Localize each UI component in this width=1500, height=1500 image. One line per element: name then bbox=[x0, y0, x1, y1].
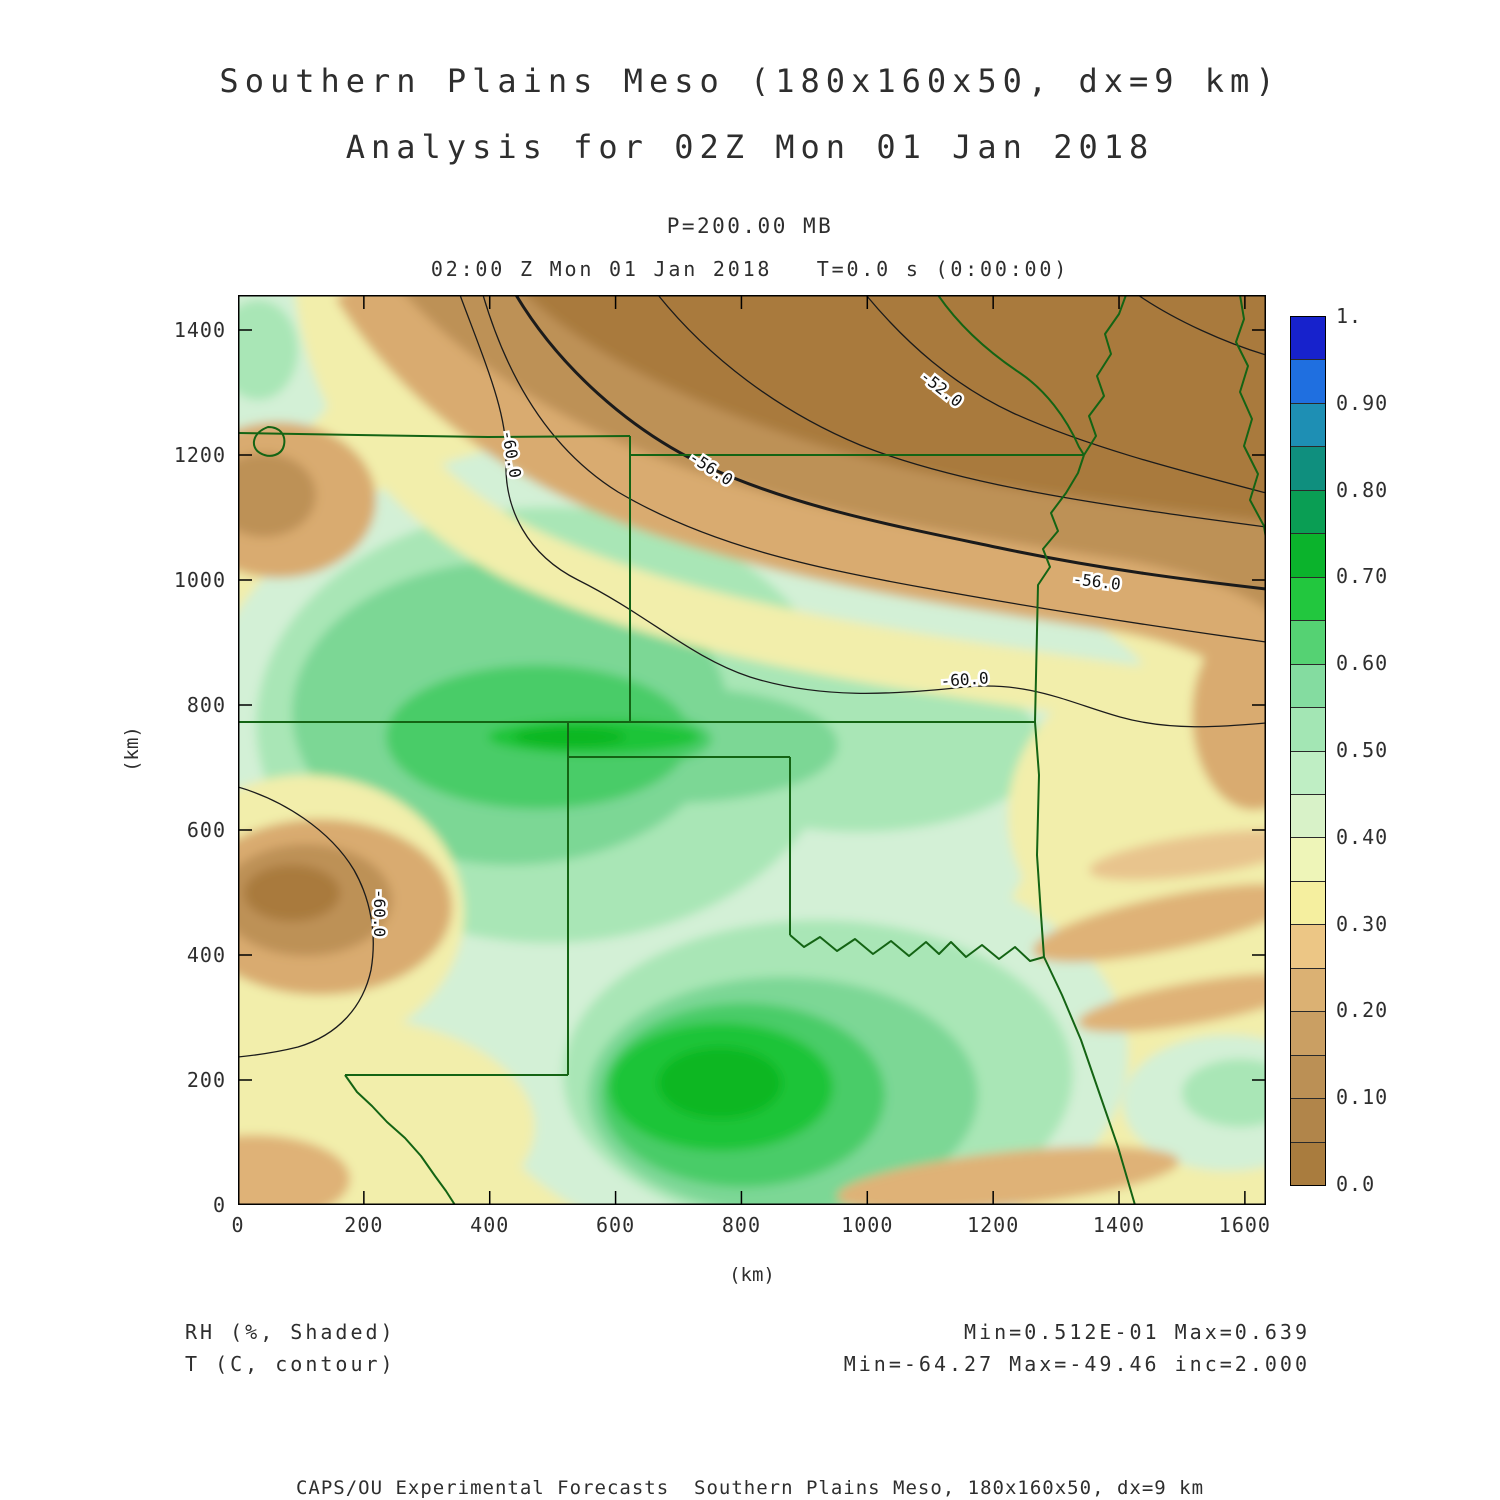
contour-minus54 bbox=[657, 295, 1266, 528]
y-tick-label: 1000 bbox=[173, 568, 226, 592]
colorbar bbox=[1290, 316, 1326, 1186]
y-tick-label: 600 bbox=[186, 818, 226, 842]
map-canvas: -52.0 -56.0 -56.0 -60.0 -60.0 -60.0 bbox=[238, 295, 1266, 1205]
shaded-field-label: RH (%, Shaded) bbox=[185, 1320, 396, 1344]
colorbar-segment bbox=[1291, 1054, 1325, 1099]
x-tick-label: 1400 bbox=[1092, 1213, 1146, 1237]
contour-minus56-bold bbox=[514, 295, 1266, 591]
colorbar-segment bbox=[1291, 533, 1325, 577]
border-rio-grande bbox=[344, 1074, 456, 1205]
border-platte-river bbox=[937, 295, 1085, 456]
border-river-northeast-edge bbox=[1235, 295, 1266, 540]
colorbar-tick-label: 0.10 bbox=[1336, 1085, 1389, 1110]
colorbar-tick-label: 0.80 bbox=[1336, 477, 1389, 502]
colorbar-segment bbox=[1291, 489, 1325, 534]
border-oklahoma-arkansas-texas-east bbox=[1034, 721, 1136, 1205]
plot-border bbox=[238, 295, 1266, 1205]
border-kansas-missouri bbox=[1034, 454, 1085, 723]
contour-minus60-loop bbox=[238, 786, 374, 1058]
contour-minus58 bbox=[482, 295, 1266, 643]
contour-stats: Min=-64.27 Max=-49.46 inc=2.000 bbox=[843, 1352, 1310, 1376]
bottom-caption: CAPS/OU Experimental Forecasts Southern … bbox=[295, 1477, 1205, 1499]
y-tick-label: 0 bbox=[212, 1193, 226, 1217]
colorbar-tick-label: 0.40 bbox=[1336, 824, 1389, 849]
y-tick-label: 200 bbox=[186, 1068, 226, 1092]
colorbar-segment bbox=[1291, 967, 1325, 1012]
colorbar-segment bbox=[1291, 924, 1325, 968]
contour-field-label: T (C, contour) bbox=[185, 1352, 396, 1376]
contour-minus50 bbox=[1137, 295, 1266, 356]
y-axis-label: (km) bbox=[121, 726, 143, 772]
colorbar-segment bbox=[1291, 402, 1325, 447]
colorbar-segment bbox=[1291, 663, 1325, 708]
colorbar-segment bbox=[1291, 1141, 1325, 1186]
colorbar-segment bbox=[1291, 1011, 1325, 1055]
page-title: Southern Plains Meso (180x160x50, dx=9 k… bbox=[219, 62, 1281, 100]
border-41n-colorado bbox=[238, 432, 631, 438]
map-plot: -52.0 -56.0 -56.0 -60.0 -60.0 -60.0 bbox=[238, 295, 1266, 1205]
colorbar-tick-label: 0.0 bbox=[1336, 1172, 1376, 1196]
x-tick-label: 400 bbox=[470, 1213, 510, 1237]
contour-label-minus60-b: -60.0 bbox=[940, 668, 989, 690]
y-tick-label: 1200 bbox=[173, 443, 226, 467]
colorbar-segment bbox=[1291, 446, 1325, 490]
state-borders bbox=[238, 295, 1266, 1205]
colorbar-segment bbox=[1291, 750, 1325, 794]
valid-time-label: 02:00 Z Mon 01 Jan 2018 T=0.0 s (0:00:00… bbox=[430, 257, 1070, 281]
x-tick-label: 1200 bbox=[967, 1213, 1020, 1237]
x-axis-label: (km) bbox=[729, 1264, 775, 1286]
x-tick-label: 200 bbox=[344, 1213, 384, 1237]
colorbar-tick-label: 0.60 bbox=[1336, 651, 1389, 676]
border-red-river bbox=[789, 934, 1045, 962]
border-missouri-river bbox=[1083, 295, 1127, 456]
x-tick-label: 0 bbox=[231, 1213, 245, 1237]
x-tick-label: 600 bbox=[596, 1213, 636, 1237]
y-axis-tick-labels: 0 200 400 600 800 1000 1200 1400 bbox=[140, 295, 226, 1217]
colorbar-segment bbox=[1291, 317, 1325, 360]
colorbar-segment bbox=[1291, 359, 1325, 403]
temperature-contours bbox=[238, 295, 1266, 1058]
pressure-level-label: P=200.00 MB bbox=[666, 214, 834, 238]
y-tick-label: 400 bbox=[186, 943, 226, 967]
colorbar-tick-label: 0.20 bbox=[1336, 998, 1389, 1023]
colorbar-segment bbox=[1291, 837, 1325, 881]
y-tick-label: 800 bbox=[186, 693, 226, 717]
colorbar-tick-label: 0.70 bbox=[1336, 564, 1389, 589]
contour-minus60 bbox=[459, 295, 1266, 728]
border-small-loop bbox=[252, 426, 286, 457]
colorbar-tick-label: 0.50 bbox=[1336, 738, 1389, 762]
colorbar-segment bbox=[1291, 1098, 1325, 1142]
colorbar-labels: 1. 0.90 0.80 0.70 0.60 0.50 0.40 0.30 0.20 0.10 0.… bbox=[1336, 304, 1426, 1196]
contour-minus52 bbox=[865, 295, 1266, 494]
x-tick-label: 800 bbox=[721, 1213, 761, 1237]
x-tick-label: 1600 bbox=[1218, 1213, 1271, 1237]
axis-tick-marks bbox=[238, 295, 1266, 1205]
shaded-stats: Min=0.512E-01 Max=0.639 bbox=[964, 1320, 1310, 1344]
colorbar-tick-label: 0.90 bbox=[1336, 390, 1389, 415]
colorbar-tick-label: 1. bbox=[1336, 304, 1363, 328]
colorbar-segment bbox=[1291, 707, 1325, 751]
colorbar-tick-label: 0.30 bbox=[1336, 911, 1389, 936]
colorbar-segment bbox=[1291, 620, 1325, 664]
rh-shaded-field bbox=[238, 295, 1266, 1205]
y-tick-label: 1400 bbox=[173, 318, 226, 342]
colorbar-segment bbox=[1291, 880, 1325, 925]
x-tick-label: 1000 bbox=[841, 1213, 894, 1237]
x-axis-tick-labels: 0 200 400 600 800 1000 1200 1400 1600 bbox=[231, 1213, 1269, 1243]
contour-label-minus60-c: -60.0 bbox=[370, 889, 389, 937]
page-title-line2: Analysis for 02Z Mon 01 Jan 2018 bbox=[345, 128, 1155, 166]
colorbar-segment bbox=[1291, 793, 1325, 838]
colorbar-segment bbox=[1291, 576, 1325, 621]
